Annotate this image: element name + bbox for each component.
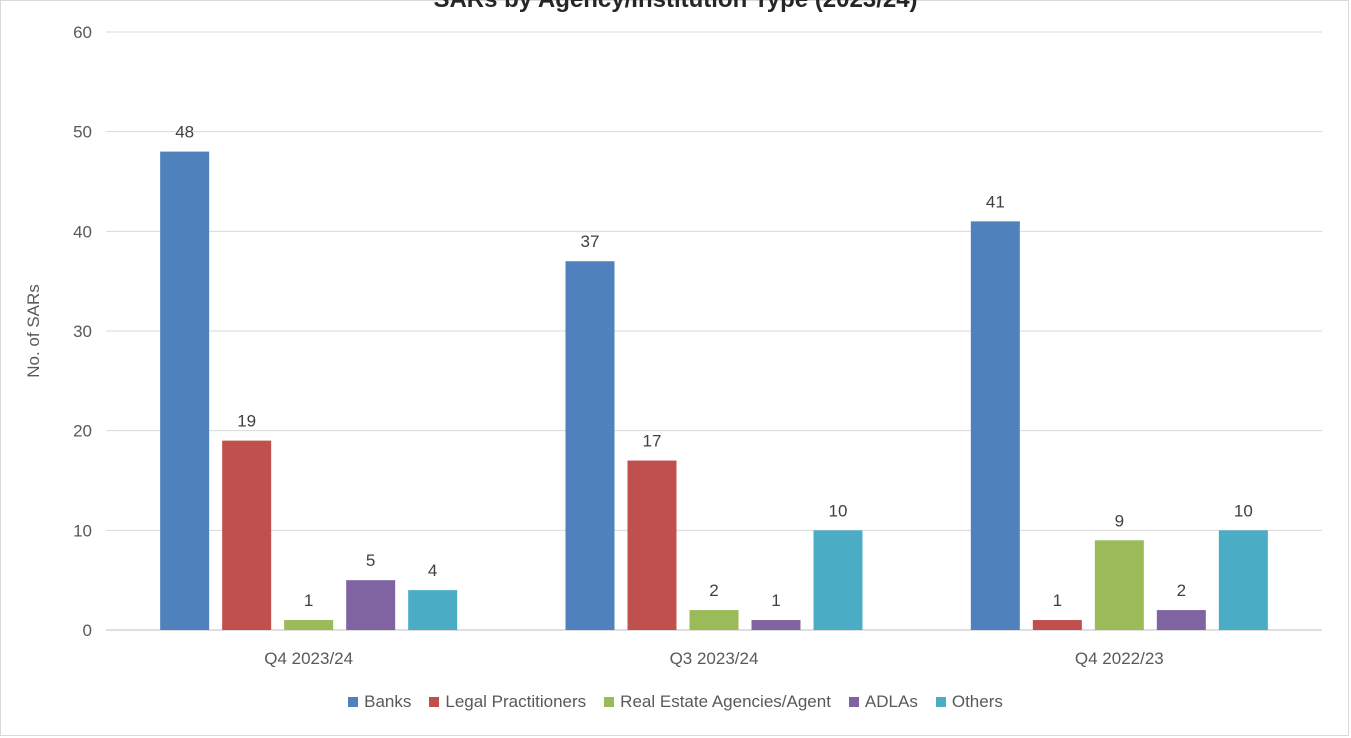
x-axis-ticks: Q4 2023/24 Q3 2023/24 Q4 2022/23 [264,649,1164,668]
legend: Banks Legal Practitioners Real Estate Agen… [0,692,1351,712]
legend-item: Legal Practitioners [429,692,586,712]
data-label: 48 [175,123,194,142]
legend-item: Others [935,692,1003,712]
bars [160,151,1268,630]
legend-label: Others [951,692,1003,711]
bar [1218,530,1268,630]
legend-label: ADLAs [864,692,918,711]
y-tick-label: 0 [83,621,92,640]
y-tick-label: 40 [73,222,92,241]
data-label: 1 [1053,591,1062,610]
bar [222,440,272,630]
y-tick-label: 20 [73,422,92,441]
legend-swatch [429,697,440,707]
data-label: 19 [237,412,256,431]
x-tick-label: Q4 2022/23 [1075,649,1164,668]
bar [160,151,210,630]
legend-label: Banks [364,692,412,711]
legend-label: Legal Practitioners [445,692,587,711]
data-label: 2 [1177,581,1186,600]
legend-item: ADLAs [848,692,918,712]
y-tick-label: 60 [73,23,92,42]
legend-item: Banks [348,692,411,712]
bar [284,620,334,630]
y-axis-ticks: 0 10 20 30 40 50 60 [73,23,92,640]
data-label: 37 [581,232,600,251]
bar [751,620,801,630]
legend-swatch [604,697,615,707]
data-label: 17 [643,432,662,451]
bar [970,221,1020,630]
bar [627,460,677,630]
data-label: 10 [1234,501,1253,520]
legend-label: Real Estate Agencies/Agent [620,692,831,711]
y-tick-label: 50 [73,123,92,142]
data-label: 9 [1115,511,1124,530]
data-label: 1 [771,591,780,610]
bar [408,590,458,630]
bar [1032,620,1082,630]
legend-swatch [348,697,359,707]
bar [1156,610,1206,630]
legend-item: Real Estate Agencies/Agent [604,692,831,712]
x-tick-label: Q3 2023/24 [670,649,759,668]
data-label: 5 [366,551,375,570]
bar [1094,540,1144,630]
x-tick-label: Q4 2023/24 [264,649,353,668]
chart-title: SARs by Agency/Institution Type (2023/24… [0,0,1351,14]
bar [565,261,615,630]
y-tick-label: 30 [73,322,92,341]
legend-swatch [848,697,859,707]
y-tick-label: 10 [73,521,92,540]
legend-swatch [935,697,946,707]
data-label: 41 [986,192,1005,211]
bar [346,580,396,630]
data-label: 1 [304,591,313,610]
data-label: 10 [829,501,848,520]
bar [689,610,739,630]
data-label: 4 [428,561,437,580]
y-axis-label: No. of SARs [24,284,43,378]
data-label: 2 [709,581,718,600]
bar [813,530,863,630]
